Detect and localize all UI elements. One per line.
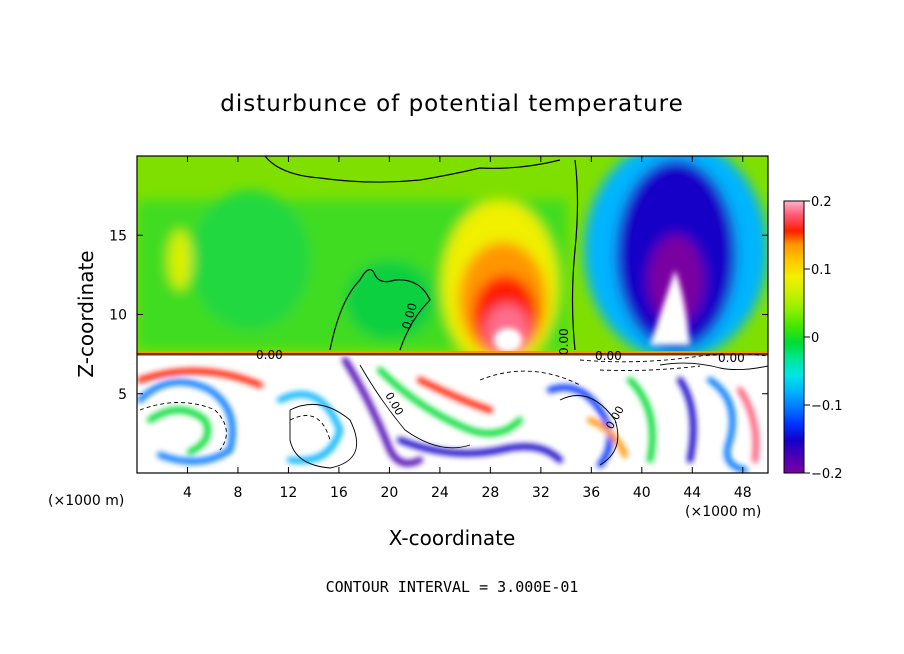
- eddy-green-2: [377, 367, 523, 437]
- y-tick-label: 15: [109, 228, 127, 244]
- eddy-green-3: [627, 377, 656, 463]
- x-tick-label: 36: [582, 485, 600, 501]
- contour-solid-4: [359, 364, 471, 449]
- contour-solid-2: [559, 395, 619, 466]
- x-axis: 4 8 12 16 20 24 28 32 36 40 44 48: [183, 156, 752, 501]
- eddy-blue-2: [277, 391, 344, 464]
- cold-plume-white-core: [650, 270, 690, 345]
- x-unit-left: (×1000 m): [48, 493, 124, 509]
- x-tick-label: 32: [532, 485, 550, 501]
- green-zone-mid: [345, 260, 435, 340]
- y-tick-label: 5: [118, 387, 127, 403]
- eddy-blue-6: [707, 377, 748, 473]
- x-axis-label: X-coordinate: [389, 526, 516, 550]
- colorbar-ticks: 0.2 0.1 0 −0.1 −0.2: [804, 195, 843, 482]
- contour-interval: CONTOUR INTERVAL = 3.000E-01: [326, 578, 579, 596]
- yellow-band-left: [168, 230, 192, 290]
- contour-dashed-1: [139, 402, 227, 451]
- x-tick-label: 28: [481, 485, 499, 501]
- y-axis: 5 10 15: [109, 228, 768, 403]
- x-tick-label: 16: [330, 485, 348, 501]
- colorbar-tick-label: 0.2: [811, 195, 832, 210]
- x-unit-right: (×1000 m): [685, 504, 761, 520]
- colorbar-tick-label: 0.1: [811, 263, 832, 278]
- x-tick-label: 4: [183, 485, 192, 501]
- contour-top: [264, 156, 561, 183]
- colorbar-tick-label: −0.1: [811, 399, 843, 414]
- warm-plume-core: [494, 328, 522, 352]
- eddy-blue-4: [547, 384, 613, 468]
- contour-dashed-5: [599, 365, 701, 371]
- contour-label: 0.00: [399, 301, 419, 330]
- eddy-red-2: [417, 377, 493, 413]
- contour-label: 0.00: [256, 348, 283, 362]
- eddy-blue-3: [397, 437, 563, 463]
- eddy-green-1: [147, 407, 211, 455]
- plot-area: 0.00 0.00 0.00 0.00 0.00 0.00 0.00: [137, 156, 768, 473]
- y-tick-label: 10: [109, 308, 127, 324]
- contour-green-blob: [329, 269, 431, 351]
- eddy-pink-1: [737, 387, 759, 463]
- contour-dashed-3: [479, 370, 581, 386]
- contour-solid-3: [659, 362, 768, 371]
- x-tick-label: 24: [431, 485, 449, 501]
- eddy-blue-5: [677, 377, 697, 463]
- x-tick-label: 20: [380, 485, 398, 501]
- contour-label: 0.00: [595, 349, 622, 363]
- contour-solid-1: [289, 403, 358, 469]
- x-tick-label: 12: [280, 485, 298, 501]
- x-tick-label: 40: [633, 485, 651, 501]
- y-axis-label: Z-coordinate: [74, 250, 98, 377]
- green-zone-left: [190, 190, 310, 330]
- chart-title: disturbunce of potential temperature: [220, 91, 684, 117]
- x-tick-label: 8: [233, 485, 242, 501]
- colorbar-tick-label: 0: [811, 331, 819, 346]
- contour-vertical: [571, 159, 579, 351]
- contour-label: 0.00: [718, 351, 745, 365]
- contour-label: 0.00: [557, 328, 571, 355]
- eddy-red-1: [137, 368, 263, 388]
- colorbar-tick-label: −0.2: [811, 467, 843, 482]
- x-tick-label: 44: [683, 485, 701, 501]
- eddy-purple-1: [342, 357, 423, 467]
- eddy-orange-1: [587, 417, 628, 458]
- eddy-blue-1: [137, 379, 236, 465]
- colorbar: [783, 200, 805, 474]
- x-tick-label: 48: [734, 485, 752, 501]
- contour-dashed-4: [579, 353, 768, 363]
